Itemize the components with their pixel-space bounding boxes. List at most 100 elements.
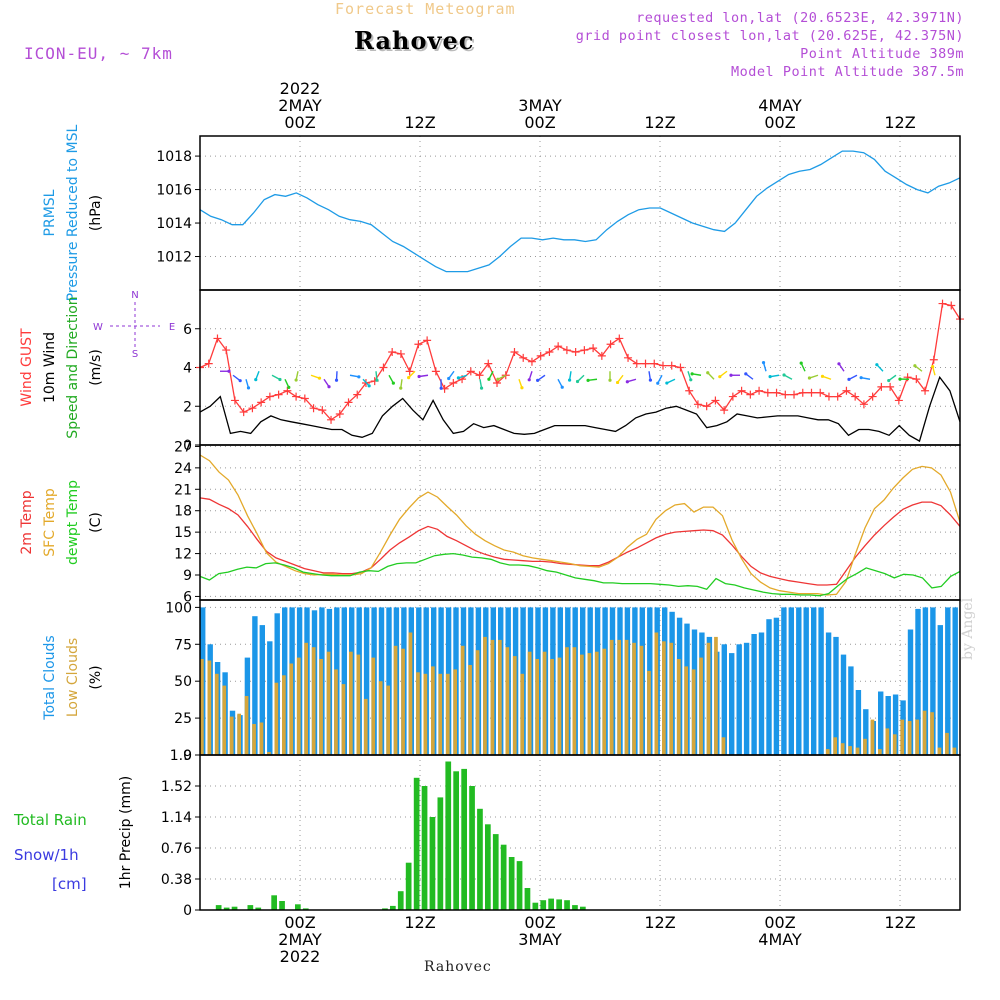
bar-total: [803, 607, 809, 755]
wind-arrow-head: [317, 376, 322, 380]
compass-s: S: [132, 349, 138, 360]
y-axis-label: 10m Wind: [42, 332, 58, 403]
bar-low: [334, 669, 338, 755]
bar-rain: [453, 771, 459, 910]
bar-low: [483, 636, 487, 755]
y-tick-label: 18: [174, 504, 192, 520]
gust-marker: [274, 390, 283, 399]
gust-marker: [527, 357, 536, 366]
wind-arrow-head: [690, 372, 694, 376]
gust-marker: [658, 361, 667, 370]
bar-low: [945, 732, 949, 755]
bar-low: [222, 685, 227, 755]
wind-arrow-head: [875, 363, 879, 367]
bar-low: [915, 719, 919, 755]
y-tick-label: 25: [174, 711, 192, 727]
bar-low: [408, 632, 413, 755]
bar-low: [565, 647, 569, 755]
bottom-time-label: 2022: [280, 947, 321, 966]
gust-marker: [449, 379, 458, 387]
bar-rain: [445, 761, 452, 910]
bar-low: [453, 669, 457, 755]
wind-arrow-head: [536, 378, 540, 383]
bar-rain: [295, 904, 301, 910]
bar-rain: [405, 862, 412, 910]
wind-arrow-head: [357, 375, 361, 379]
bar-total: [729, 653, 735, 755]
gust-marker: [536, 351, 545, 360]
y-tick-label: 1018: [156, 149, 192, 165]
bar-low: [624, 639, 629, 755]
gust-marker: [886, 382, 895, 391]
bar-rain: [437, 797, 444, 910]
bar-total: [743, 642, 750, 755]
gust-marker: [239, 408, 248, 417]
bar-low: [714, 636, 718, 755]
panel-pressure: 1012 1014 1016 1018 PRMSL Pressure Reduced to…: [42, 124, 961, 301]
bottom-time-label: 2MAY: [278, 930, 322, 949]
wind-arrow-head: [278, 377, 282, 382]
bar-low: [498, 639, 502, 755]
bar-low: [542, 651, 547, 755]
bottom-time-label: 00Z: [524, 913, 555, 932]
bar-low: [825, 749, 830, 755]
gust-marker: [571, 348, 580, 356]
bar-low: [237, 713, 241, 755]
gust-marker: [824, 392, 833, 401]
gust-marker: [798, 388, 807, 397]
bar-low: [572, 647, 577, 755]
bar-low: [229, 716, 234, 755]
bar-low: [356, 654, 361, 755]
bar-total: [773, 617, 780, 755]
gust-marker: [597, 351, 606, 360]
y-tick-label: 21: [174, 482, 192, 498]
wind-arrow-head: [367, 384, 371, 388]
bar-low: [550, 659, 554, 755]
wind-arrow-head: [761, 360, 766, 365]
panel-temperature: 6 9 12 15 18 21 24 27 2m Temp SFC Temp dewpt Temp (…: [19, 439, 961, 605]
bar-low: [937, 747, 942, 755]
gust-marker: [772, 388, 781, 397]
bar-total: [907, 629, 914, 755]
wind-arrow-head: [837, 362, 841, 366]
bar-low: [460, 645, 465, 755]
bar-low: [699, 657, 703, 755]
wind-arrow-head: [729, 373, 733, 377]
bar-total: [952, 607, 958, 755]
wind-arrow-head: [391, 381, 395, 385]
wind-arrow-head: [496, 377, 500, 381]
wind-arrow-head: [744, 372, 748, 376]
bar-rain: [215, 905, 222, 910]
bar-low: [401, 648, 405, 755]
bottom-time-label: 3MAY: [518, 930, 562, 949]
series-line-sfc: [199, 454, 961, 596]
bar-total: [811, 607, 817, 755]
gust-marker: [894, 396, 903, 405]
y-tick-label: 75: [174, 637, 192, 653]
bar-low: [647, 670, 651, 755]
y-tick-label: 0: [183, 438, 192, 454]
bar-low: [587, 653, 592, 755]
gust-marker: [606, 340, 615, 349]
bar-low: [282, 675, 286, 755]
y-tick-label: 24: [174, 461, 192, 477]
wind-arrow-head: [479, 386, 484, 390]
y-axis-label: Pressure Reduced to MSL: [65, 124, 81, 301]
bar-low: [632, 642, 636, 755]
bar-low: [892, 734, 897, 755]
wind-arrow-head: [768, 375, 772, 379]
top-time-label: 00Z: [524, 113, 555, 132]
y-tick-label: 1.52: [161, 779, 192, 795]
wind-arrow-head: [859, 376, 863, 380]
gust-marker: [947, 301, 956, 310]
gust-marker: [580, 346, 589, 355]
wind-arrow-head: [375, 378, 379, 382]
gust-marker: [431, 367, 440, 376]
model-altitude: Model Point Altitude 387.5m: [731, 64, 964, 80]
bottom-time-label: 12Z: [644, 913, 675, 932]
bar-low: [833, 737, 837, 755]
bar-low: [512, 656, 517, 755]
bar-total: [945, 607, 951, 755]
gust-marker: [859, 400, 868, 409]
bar-total: [781, 607, 787, 755]
